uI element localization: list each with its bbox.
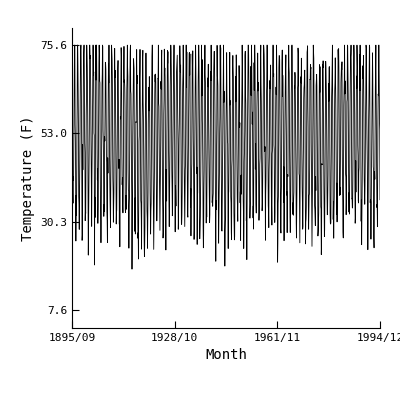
X-axis label: Month: Month — [205, 348, 247, 362]
Y-axis label: Temperature (F): Temperature (F) — [20, 115, 34, 241]
